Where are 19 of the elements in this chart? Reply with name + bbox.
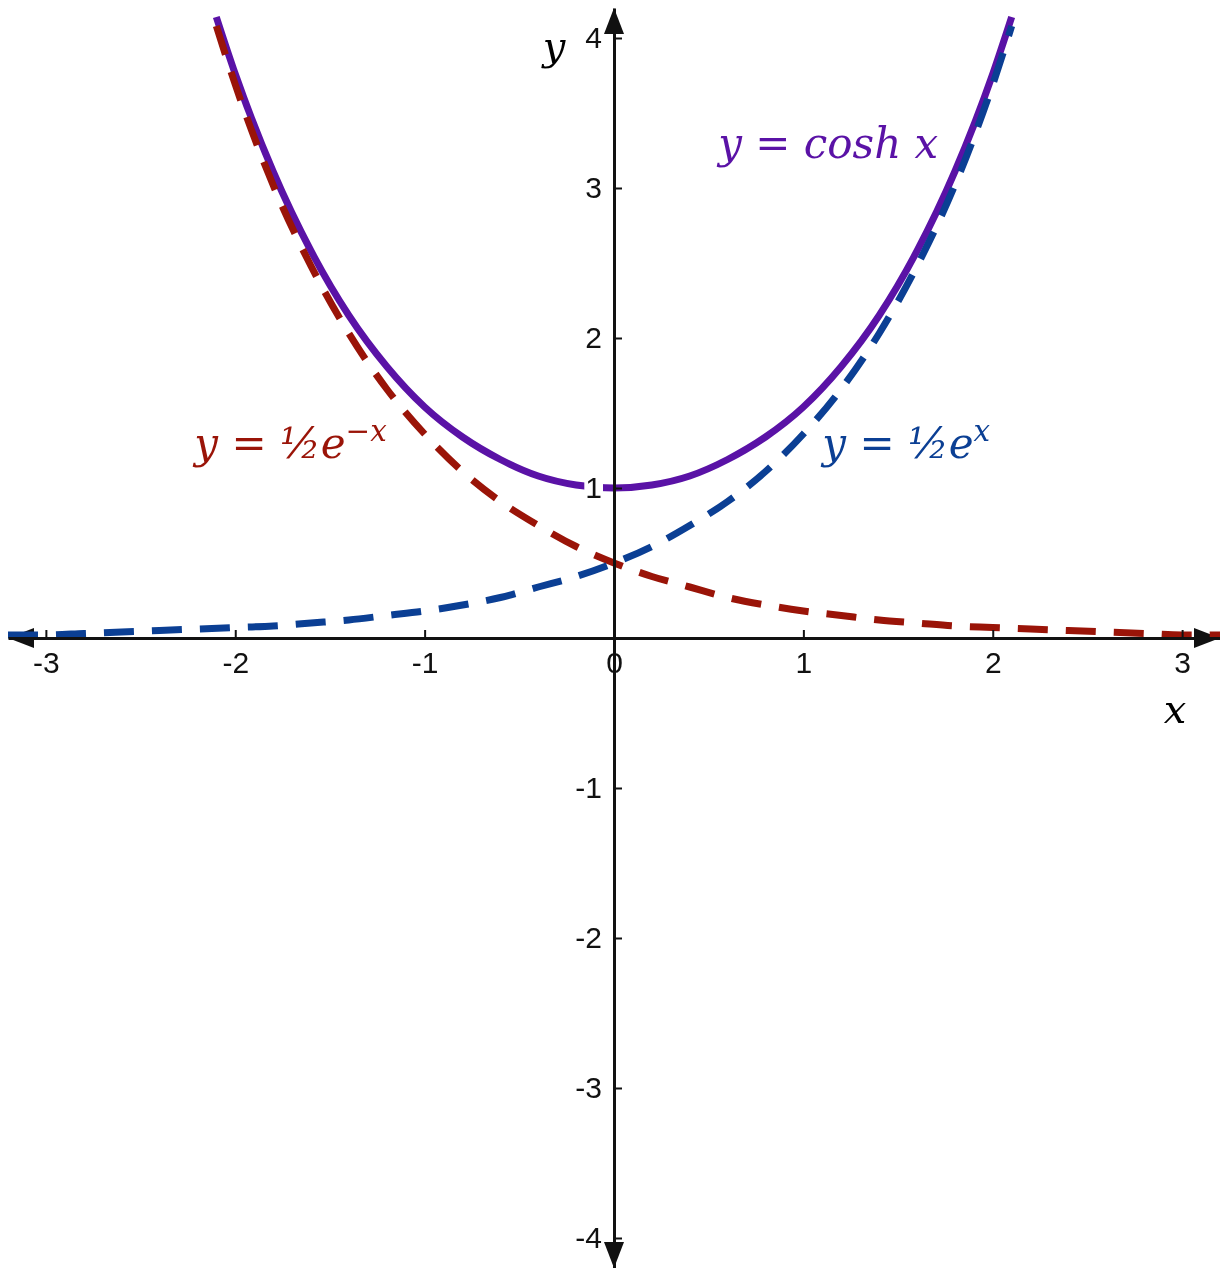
series-label: y = ½e$^{x}$ — [820, 414, 991, 468]
x-tick-label: 3 — [1174, 646, 1191, 680]
series-label: y = ½e$^{−x}$ — [192, 414, 388, 468]
x-tick-label: 2 — [984, 646, 1002, 680]
x-tick-label: -1 — [411, 646, 439, 680]
y-tick-label: -4 — [575, 1221, 602, 1255]
x-tick-label: 1 — [795, 646, 813, 680]
y-tick-label: 3 — [585, 171, 602, 205]
y-tick-label: 2 — [585, 321, 602, 355]
y-tick-label: -3 — [575, 1071, 602, 1105]
y-tick-label: -2 — [575, 921, 602, 955]
y-axis-title: y — [540, 23, 567, 69]
x-tick-label: -2 — [222, 646, 250, 680]
y-tick-label: 1 — [585, 471, 602, 505]
x-tick-label: -3 — [33, 646, 60, 680]
series-label: y = cosh x — [716, 119, 939, 168]
y-tick-label: -1 — [575, 771, 602, 805]
x-axis-title: x — [1163, 686, 1187, 732]
y-tick-label: 4 — [585, 21, 602, 55]
